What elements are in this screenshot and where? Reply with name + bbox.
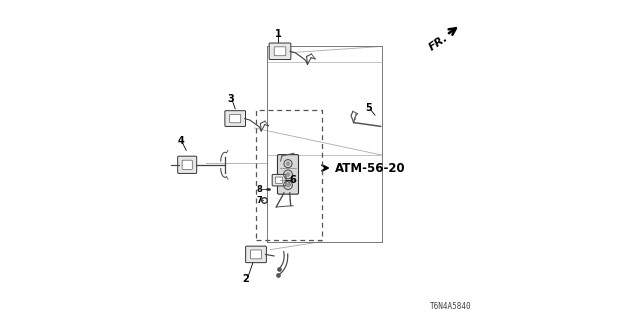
Circle shape <box>286 172 290 176</box>
Circle shape <box>286 183 290 187</box>
Text: T6N4A5840: T6N4A5840 <box>430 302 472 311</box>
Text: 5: 5 <box>365 103 372 113</box>
FancyBboxPatch shape <box>274 47 286 56</box>
FancyBboxPatch shape <box>278 155 298 194</box>
Circle shape <box>286 162 290 165</box>
Text: ATM-56-20: ATM-56-20 <box>335 162 406 174</box>
FancyBboxPatch shape <box>269 43 291 60</box>
FancyBboxPatch shape <box>230 114 241 123</box>
FancyBboxPatch shape <box>178 156 196 173</box>
Text: 3: 3 <box>227 94 234 104</box>
FancyBboxPatch shape <box>182 160 192 169</box>
FancyBboxPatch shape <box>272 174 286 186</box>
FancyBboxPatch shape <box>246 246 266 263</box>
Text: FR.: FR. <box>428 32 450 52</box>
Bar <box>256 110 322 240</box>
FancyBboxPatch shape <box>225 111 246 126</box>
Text: 4: 4 <box>177 136 184 147</box>
FancyBboxPatch shape <box>275 177 283 183</box>
FancyBboxPatch shape <box>250 250 262 259</box>
Text: 6: 6 <box>289 175 296 185</box>
Text: 7: 7 <box>257 196 262 205</box>
Text: 8: 8 <box>257 185 262 194</box>
Text: 1: 1 <box>275 29 282 39</box>
Text: 2: 2 <box>243 274 249 284</box>
